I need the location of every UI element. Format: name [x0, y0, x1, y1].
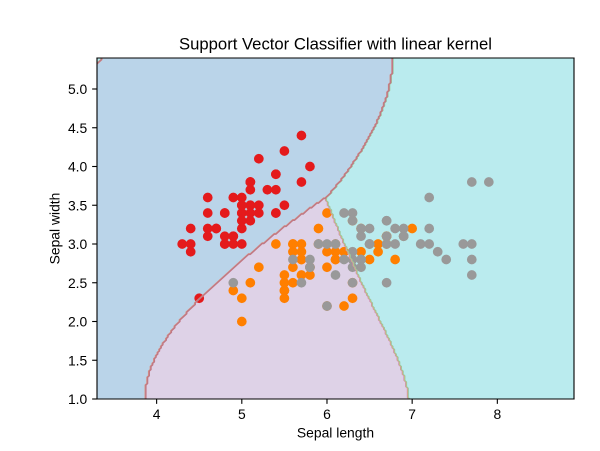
svg-text:2.5: 2.5 [68, 275, 88, 291]
svg-text:8: 8 [493, 406, 501, 422]
svg-text:2.0: 2.0 [68, 314, 88, 330]
svg-text:4.0: 4.0 [68, 159, 88, 175]
svg-text:Support Vector Classifier with: Support Vector Classifier with linear ke… [179, 35, 492, 54]
svg-text:3.0: 3.0 [68, 236, 88, 252]
svg-text:4.5: 4.5 [68, 120, 88, 136]
svg-text:Sepal width: Sepal width [47, 193, 63, 265]
svg-text:3.5: 3.5 [68, 197, 88, 213]
svg-text:5: 5 [238, 406, 246, 422]
svg-text:Sepal length: Sepal length [297, 424, 374, 440]
svg-text:5.0: 5.0 [68, 81, 88, 97]
svg-text:4: 4 [153, 406, 161, 422]
svg-text:7: 7 [408, 406, 416, 422]
svg-text:6: 6 [323, 406, 331, 422]
svg-text:1.5: 1.5 [68, 352, 88, 368]
svg-text:1.0: 1.0 [68, 391, 88, 407]
